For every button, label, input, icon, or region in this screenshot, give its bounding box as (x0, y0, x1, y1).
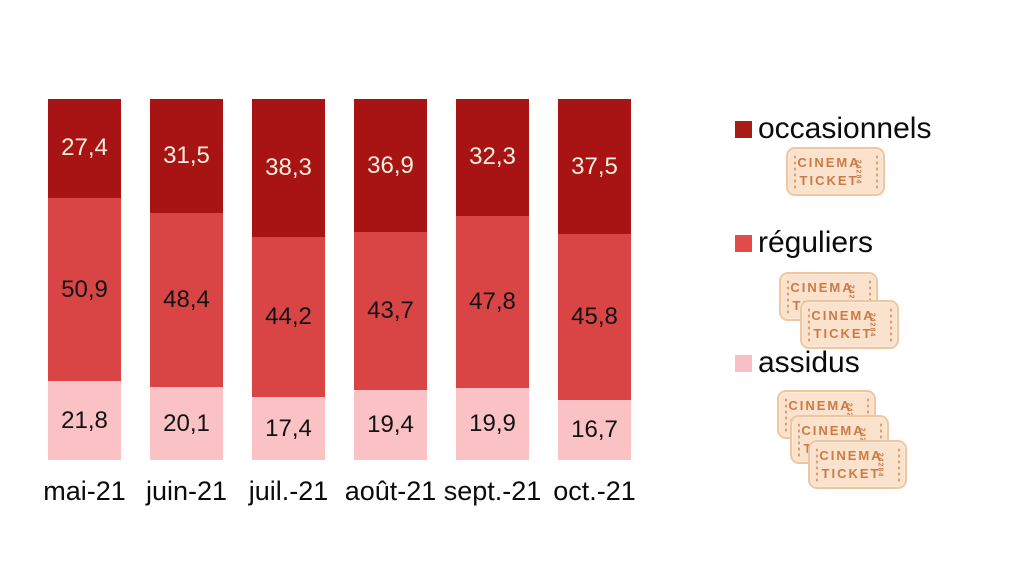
bar-segment-reguliers: 48,4 (150, 212, 223, 388)
ticket-perforation-right-icon (897, 447, 901, 482)
ticket-text: CINEMA TICKET (797, 151, 861, 192)
ticket-perforation-right-icon (866, 397, 870, 432)
ticket-perforation-left-icon (786, 279, 790, 314)
bar-value-label: 32,3 (469, 143, 516, 171)
bar-segment-occasionnels: 32,3 (456, 99, 529, 216)
bar-segment-occasionnels: 38,3 (252, 99, 325, 238)
stacked-bar-chart: 27,4 50,9 21,8 31,5 48,4 20,1 38,3 44,2 17,4 36,9… (48, 99, 638, 460)
bar-value-label: 37,5 (571, 152, 618, 180)
ticket-text-line1: CINEMA (819, 447, 883, 463)
ticket-perforation-left-icon (807, 307, 811, 342)
legend-item-label: réguliers (758, 226, 874, 259)
bar-value-label: 17,4 (265, 414, 312, 442)
bar-segment-assidus: 20,1 (150, 387, 223, 460)
ticket-perforation-right-icon (868, 279, 872, 314)
bar-column-juil.-21: 38,3 44,2 17,4 (252, 99, 325, 460)
bar-column-juin-21: 31,5 48,4 20,1 (150, 99, 223, 460)
ticket-perforation-right-icon (889, 307, 893, 342)
ticket-perforation-right-icon (879, 422, 883, 457)
bar-segment-reguliers: 47,8 (456, 215, 529, 389)
ticket-text-line1: CINEMA (797, 154, 861, 170)
bar-value-label: 21,8 (61, 406, 108, 434)
legend-item-occasionnels: occasionnels (735, 112, 931, 146)
bar-value-label: 44,2 (265, 303, 312, 331)
legend-color-swatch-assidus (735, 354, 752, 372)
bar-value-label: 16,7 (571, 415, 618, 443)
ticket-text-line2: TICKET (821, 465, 881, 481)
x-axis-label-oct.-21: oct.-21 (553, 476, 636, 506)
bar-column-sept.-21: 32,3 47,8 19,9 (456, 99, 529, 460)
bar-segment-reguliers: 44,2 (252, 237, 325, 398)
bar-value-label: 50,9 (61, 275, 108, 303)
ticket-perforation-right-icon (875, 154, 879, 189)
legend-item-label: occasionnels (758, 112, 932, 145)
ticket-perforation-left-icon (815, 447, 819, 482)
ticket-text-line1: CINEMA (801, 422, 865, 438)
legend-color-swatch-reguliers (735, 234, 752, 252)
bar-segment-assidus: 19,4 (354, 389, 427, 460)
ticket-text-line1: CINEMA (811, 307, 875, 323)
ticket-text-line2: TICKET (799, 172, 859, 188)
legend-item-assidus: assidus (735, 346, 860, 380)
bar-segment-assidus: 19,9 (456, 388, 529, 460)
x-axis-label-août-21: août-21 (344, 476, 437, 506)
bar-value-label: 47,8 (469, 287, 516, 315)
ticket-perforation-left-icon (793, 154, 797, 189)
bar-value-label: 45,8 (571, 303, 618, 331)
bar-segment-assidus: 17,4 (252, 397, 325, 460)
legend-item-label: assidus (758, 346, 860, 379)
ticket-perforation-left-icon (784, 397, 788, 432)
legend-color-swatch-occasionnels (735, 120, 752, 138)
bar-segment-reguliers: 50,9 (48, 197, 121, 382)
ticket-serial: 24284 (876, 452, 884, 477)
bar-segment-assidus: 16,7 (558, 399, 631, 460)
x-axis-label-mai-21: mai-21 (43, 476, 126, 506)
bar-value-label: 31,5 (163, 141, 210, 169)
bar-value-label: 36,9 (367, 151, 414, 179)
bar-column-août-21: 36,9 43,7 19,4 (354, 99, 427, 460)
ticket-text-line1: CINEMA (788, 397, 852, 413)
bar-value-label: 38,3 (265, 154, 312, 182)
bar-segment-assidus: 21,8 (48, 381, 121, 460)
ticket-serial: 24284 (854, 159, 862, 184)
bar-column-mai-21: 27,4 50,9 21,8 (48, 99, 121, 460)
bar-column-oct.-21: 37,5 45,8 16,7 (558, 99, 631, 460)
x-axis-label-sept.-21: sept.-21 (443, 476, 542, 506)
bar-value-label: 19,9 (469, 410, 516, 438)
ticket-perforation-left-icon (797, 422, 801, 457)
ticket-text-line1: CINEMA (790, 279, 854, 295)
bar-segment-occasionnels: 27,4 (48, 99, 121, 198)
bar-segment-occasionnels: 37,5 (558, 99, 631, 235)
bar-value-label: 48,4 (163, 286, 210, 314)
bar-value-label: 27,4 (61, 134, 108, 162)
bar-segment-reguliers: 43,7 (354, 232, 427, 390)
bar-value-label: 43,7 (367, 297, 414, 325)
ticket-text: CINEMA TICKET (811, 304, 875, 345)
bar-segment-occasionnels: 31,5 (150, 99, 223, 213)
ticket-serial: 24284 (868, 312, 876, 337)
ticket-text-line2: TICKET (813, 325, 873, 341)
ticket-text: CINEMA TICKET (819, 444, 883, 485)
bar-value-label: 19,4 (367, 410, 414, 438)
legend-item-reguliers: réguliers (735, 226, 873, 260)
x-axis-label-juin-21: juin-21 (145, 476, 228, 506)
bar-segment-occasionnels: 36,9 (354, 99, 427, 233)
bar-segment-reguliers: 45,8 (558, 234, 631, 400)
bar-value-label: 20,1 (163, 409, 210, 437)
x-axis-label-juil.-21: juil.-21 (248, 476, 329, 506)
